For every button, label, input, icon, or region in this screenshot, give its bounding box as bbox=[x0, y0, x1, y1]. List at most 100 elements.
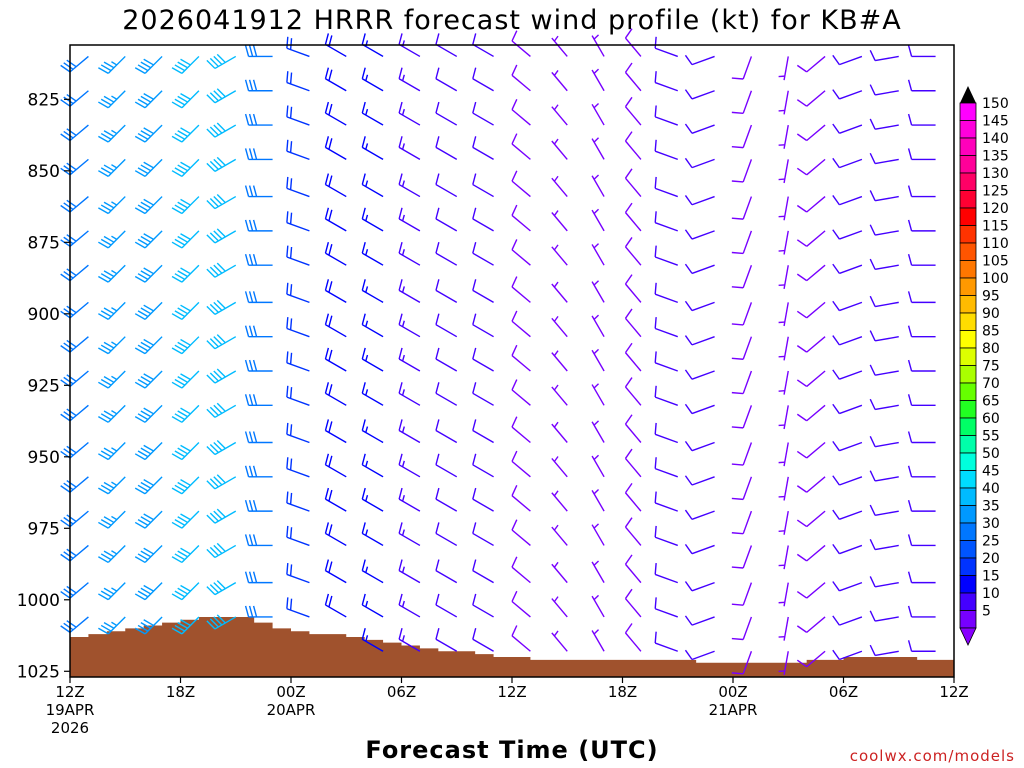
barb-flag bbox=[180, 92, 191, 100]
barb-flag bbox=[731, 672, 744, 675]
barb-staff bbox=[654, 502, 678, 512]
x-tick-label: 21APR bbox=[709, 701, 758, 719]
wind-barb bbox=[206, 228, 237, 244]
barb-staff bbox=[874, 441, 899, 448]
wind-barb bbox=[684, 509, 715, 521]
barb-flag bbox=[216, 508, 226, 518]
wind-barb bbox=[472, 136, 494, 160]
wind-barb bbox=[624, 517, 642, 546]
x-tick-label: 06Z bbox=[829, 683, 858, 701]
barb-staff bbox=[742, 370, 753, 394]
wind-barb bbox=[654, 105, 678, 126]
barb-flag bbox=[398, 173, 403, 185]
barb-flag bbox=[472, 33, 477, 45]
wind-barb bbox=[796, 404, 826, 422]
wind-barb bbox=[624, 237, 642, 266]
wind-barb bbox=[398, 279, 421, 303]
barb-flag bbox=[289, 564, 293, 576]
wind-barb bbox=[624, 554, 642, 584]
barb-half-flag bbox=[593, 454, 600, 461]
wind-barb bbox=[796, 650, 826, 668]
wind-barb bbox=[731, 196, 753, 220]
wind-barb bbox=[472, 313, 494, 338]
barb-flag bbox=[100, 590, 112, 598]
barb-flag bbox=[248, 219, 254, 232]
barb-half-flag bbox=[593, 629, 600, 635]
wind-barb bbox=[832, 475, 863, 486]
barb-flag bbox=[209, 338, 219, 348]
barb-half-flag bbox=[401, 460, 405, 468]
wind-barb bbox=[591, 489, 605, 512]
wind-barb bbox=[435, 593, 458, 618]
colorbar-label: 100 bbox=[982, 271, 1009, 287]
wind-barb bbox=[907, 571, 936, 584]
barb-flag bbox=[134, 135, 146, 143]
wind-barb bbox=[869, 504, 899, 516]
barb-half-flag bbox=[593, 594, 600, 601]
wind-barb bbox=[684, 649, 715, 661]
barb-flag bbox=[796, 625, 808, 633]
barb-flag bbox=[435, 559, 440, 571]
wind-barb bbox=[832, 54, 863, 66]
wind-barb bbox=[324, 593, 347, 618]
wind-barb bbox=[796, 124, 826, 142]
wind-barb bbox=[624, 448, 642, 478]
barb-flag bbox=[684, 195, 693, 206]
barb-staff bbox=[624, 37, 642, 57]
barb-flag bbox=[244, 431, 250, 443]
barb-half-flag bbox=[401, 529, 405, 536]
barb-flag bbox=[248, 45, 254, 57]
barb-flag bbox=[654, 317, 657, 329]
wind-barb bbox=[731, 159, 753, 183]
barb-staff bbox=[691, 55, 715, 66]
wind-barb bbox=[398, 101, 421, 126]
barb-flag bbox=[289, 318, 293, 330]
barb-flag bbox=[66, 128, 77, 136]
barb-flag bbox=[137, 98, 149, 106]
barb-staff bbox=[806, 510, 826, 528]
barb-staff bbox=[511, 529, 531, 546]
barb-flag bbox=[435, 453, 440, 465]
wind-barb bbox=[244, 79, 273, 92]
barb-flag bbox=[361, 487, 366, 500]
colorbar-label: 60 bbox=[982, 411, 1000, 427]
wind-barb bbox=[731, 124, 753, 149]
barb-staff bbox=[691, 616, 715, 626]
barb-staff bbox=[69, 264, 89, 282]
wind-barb bbox=[796, 616, 826, 633]
barb-flag bbox=[180, 233, 191, 240]
wind-barb bbox=[472, 453, 494, 478]
barb-flag bbox=[684, 369, 693, 380]
barb-flag bbox=[171, 275, 183, 283]
wind-barb bbox=[98, 196, 126, 215]
barb-flag bbox=[174, 273, 186, 280]
barb-flag bbox=[174, 238, 186, 246]
barb-flag bbox=[177, 164, 188, 172]
barb-staff bbox=[511, 426, 531, 444]
wind-barb bbox=[206, 156, 237, 172]
barb-flag bbox=[286, 422, 289, 435]
wind-barb bbox=[244, 499, 273, 512]
wind-barb bbox=[551, 596, 568, 618]
barb-staff bbox=[472, 43, 494, 58]
barb-flag bbox=[63, 165, 74, 173]
wind-barb bbox=[361, 593, 384, 618]
wind-barb bbox=[796, 441, 826, 459]
wind-barb bbox=[591, 34, 605, 57]
barb-flag bbox=[907, 499, 913, 512]
barb-flag bbox=[209, 92, 219, 102]
wind-barb bbox=[624, 96, 642, 126]
barb-flag bbox=[98, 101, 109, 109]
barb-flag bbox=[286, 597, 289, 609]
barb-flag bbox=[216, 122, 226, 132]
wind-barb bbox=[324, 487, 347, 512]
wind-barbs-layer bbox=[60, 28, 936, 676]
barb-flag bbox=[324, 241, 330, 254]
barb-flag bbox=[472, 241, 477, 254]
barb-flag bbox=[63, 342, 74, 351]
barb-flag bbox=[361, 207, 366, 220]
barb-flag bbox=[216, 368, 226, 378]
barb-flag bbox=[103, 587, 115, 595]
barb-flag bbox=[177, 307, 188, 315]
barb-flag bbox=[796, 133, 808, 142]
